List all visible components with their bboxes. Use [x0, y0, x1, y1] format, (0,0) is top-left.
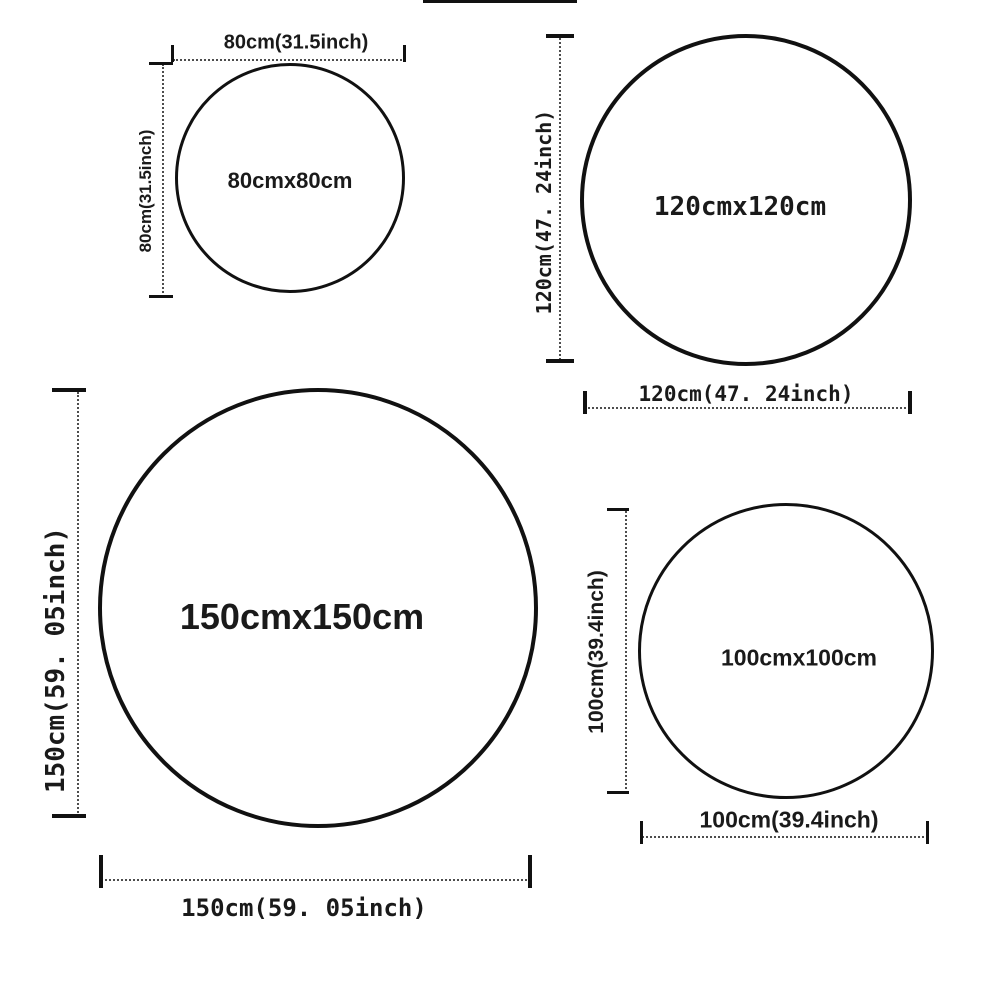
size-80-center-label: 80cmx80cm	[227, 168, 353, 193]
size-150-width-dimension-line	[101, 879, 531, 881]
size-80-height-label: 80cm(31.5inch)	[136, 129, 155, 253]
dim-tick	[149, 295, 173, 298]
dim-tick	[583, 391, 587, 414]
dim-tick	[528, 855, 532, 888]
dim-tick	[546, 359, 574, 363]
dim-tick	[546, 34, 574, 38]
dim-tick	[171, 45, 174, 62]
size-100-height-label: 100cm(39.4inch)	[585, 570, 608, 734]
dim-tick	[52, 814, 86, 818]
dim-tick	[99, 855, 103, 888]
size-150-height-label: 150cm(59. 05inch)	[41, 526, 71, 794]
size-120-width-dimension-line	[585, 407, 910, 409]
size-120-height-label: 120cm(47. 24inch)	[532, 109, 556, 315]
dim-tick	[149, 62, 173, 65]
size-120-center-label: 120cmx120cm	[653, 192, 827, 222]
dim-tick	[607, 508, 629, 511]
size-120-circle	[580, 34, 912, 366]
dim-tick	[908, 391, 912, 414]
dim-tick	[52, 388, 86, 392]
dim-tick	[926, 821, 929, 844]
top-crop-bar	[423, 0, 577, 3]
dim-tick	[640, 821, 643, 844]
dim-tick	[403, 45, 406, 62]
size-100-height-dimension-line	[625, 511, 627, 793]
size-100-circle	[638, 503, 934, 799]
size-150-circle	[98, 388, 538, 828]
size-150-height-dimension-line	[77, 392, 79, 816]
size-100-width-label: 100cm(39.4inch)	[699, 806, 879, 833]
size-80-height-dimension-line	[162, 64, 164, 297]
size-80-circle	[175, 63, 405, 293]
size-150-width-label: 150cm(59. 05inch)	[181, 894, 427, 922]
size-100-center-label: 100cmx100cm	[720, 644, 878, 671]
size-150-center-label: 150cmx150cm	[179, 596, 425, 637]
size-80-width-label: 80cm(31.5inch)	[223, 31, 369, 54]
size-100-width-dimension-line	[642, 836, 928, 838]
size-120-width-label: 120cm(47. 24inch)	[638, 382, 854, 406]
size-80-width-dimension-line	[173, 59, 405, 61]
size-120-height-dimension-line	[559, 38, 561, 360]
dim-tick	[607, 791, 629, 794]
